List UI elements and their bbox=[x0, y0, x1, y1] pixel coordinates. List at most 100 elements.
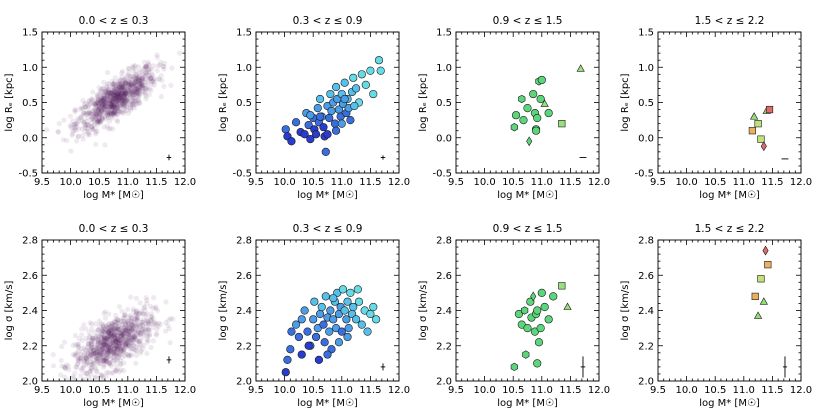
density-point bbox=[86, 110, 92, 116]
density-point bbox=[148, 317, 154, 323]
density-point bbox=[131, 62, 137, 69]
density-point bbox=[143, 320, 149, 326]
density-point bbox=[104, 335, 110, 341]
density-point bbox=[96, 106, 102, 112]
density-point bbox=[72, 109, 78, 115]
density-point bbox=[115, 343, 122, 349]
density-point bbox=[93, 131, 99, 137]
density-point bbox=[102, 95, 108, 101]
density-point bbox=[115, 97, 121, 103]
density-point bbox=[94, 336, 101, 342]
density-point bbox=[146, 62, 152, 68]
density-point bbox=[98, 340, 104, 346]
density-point bbox=[114, 106, 121, 112]
density-point bbox=[103, 355, 109, 361]
density-point bbox=[106, 347, 113, 353]
x-tick-label: 12.0 bbox=[790, 177, 812, 188]
x-axis-label: log M* [M☉] bbox=[699, 190, 760, 201]
density-point bbox=[137, 100, 143, 106]
density-point bbox=[95, 346, 101, 352]
density-point bbox=[106, 104, 112, 110]
density-point bbox=[131, 333, 137, 340]
density-point bbox=[104, 343, 110, 349]
density-point bbox=[121, 346, 127, 352]
data-point bbox=[291, 118, 301, 127]
density-point bbox=[126, 314, 132, 320]
density-point bbox=[133, 80, 139, 86]
density-point bbox=[139, 88, 145, 95]
density-point bbox=[124, 87, 130, 93]
density-point bbox=[120, 342, 126, 348]
density-point bbox=[116, 325, 122, 331]
density-point bbox=[85, 350, 91, 356]
density-point bbox=[101, 106, 107, 112]
density-point bbox=[76, 118, 82, 124]
density-point bbox=[97, 110, 103, 116]
density-point bbox=[147, 86, 153, 92]
density-point bbox=[83, 354, 89, 360]
y-tick-label: 0.0 bbox=[638, 133, 654, 144]
data-point bbox=[337, 119, 346, 128]
density-point bbox=[101, 110, 107, 116]
density-point bbox=[76, 356, 82, 362]
density-point bbox=[89, 126, 95, 132]
density-point bbox=[148, 75, 154, 81]
y-tick-label: -0.5 bbox=[634, 169, 654, 180]
density-point bbox=[135, 334, 141, 340]
density-point bbox=[95, 361, 101, 367]
density-point bbox=[113, 93, 119, 99]
density-point bbox=[132, 336, 138, 343]
density-point bbox=[119, 335, 125, 341]
density-point bbox=[100, 104, 107, 111]
density-point bbox=[104, 99, 110, 105]
density-point bbox=[81, 118, 87, 124]
density-point bbox=[125, 306, 131, 312]
density-point bbox=[108, 324, 114, 330]
density-point bbox=[90, 358, 96, 365]
density-point bbox=[96, 120, 103, 126]
density-point bbox=[102, 357, 108, 363]
data-point bbox=[522, 350, 530, 359]
density-point bbox=[129, 77, 135, 83]
density-point bbox=[131, 89, 137, 95]
density-point bbox=[95, 93, 101, 99]
density-point bbox=[140, 331, 147, 337]
density-point bbox=[89, 342, 95, 348]
density-point bbox=[111, 102, 117, 108]
density-point bbox=[121, 84, 127, 90]
density-point bbox=[105, 334, 111, 340]
density-point bbox=[154, 52, 160, 58]
density-point bbox=[92, 120, 98, 126]
density-point bbox=[113, 320, 120, 326]
density-point bbox=[110, 104, 116, 110]
density-point bbox=[106, 86, 112, 92]
density-point bbox=[139, 86, 145, 92]
density-point bbox=[105, 350, 112, 356]
density-point bbox=[122, 325, 128, 331]
density-point bbox=[136, 338, 143, 344]
density-point bbox=[104, 112, 111, 118]
density-point bbox=[105, 353, 111, 359]
density-point bbox=[122, 339, 128, 345]
data-point bbox=[342, 315, 351, 324]
density-point bbox=[131, 73, 137, 79]
density-point bbox=[110, 322, 116, 328]
density-point bbox=[138, 322, 144, 328]
density-point bbox=[105, 350, 111, 356]
density-point bbox=[111, 358, 117, 364]
density-point bbox=[135, 86, 141, 92]
density-point bbox=[80, 363, 86, 369]
density-point bbox=[133, 326, 140, 332]
density-point bbox=[143, 327, 149, 333]
density-point bbox=[104, 342, 110, 349]
density-point bbox=[107, 345, 113, 351]
density-point bbox=[134, 317, 140, 323]
x-tick-label: 11.0 bbox=[331, 177, 353, 188]
density-point bbox=[106, 107, 112, 113]
density-point bbox=[94, 333, 101, 339]
density-point bbox=[122, 93, 128, 99]
density-point bbox=[100, 97, 106, 103]
density-point bbox=[122, 343, 129, 349]
density-point bbox=[107, 359, 113, 365]
density-point bbox=[133, 333, 139, 339]
